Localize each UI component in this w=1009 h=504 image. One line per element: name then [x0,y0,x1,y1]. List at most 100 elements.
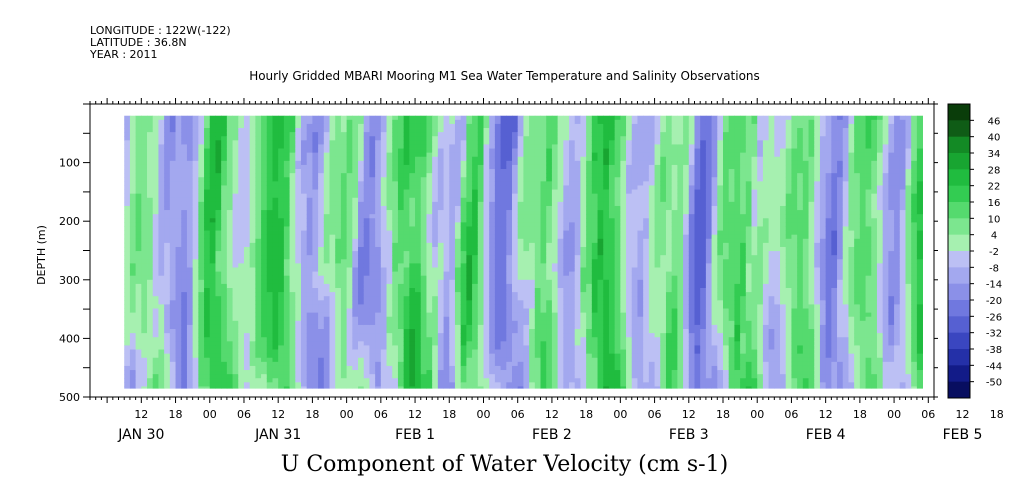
heatmap-cell [323,357,330,363]
heatmap-cell [186,210,194,215]
heatmap-cell [409,353,416,359]
heatmap-cell [426,304,433,309]
heatmap-cell [346,292,353,297]
heatmap-cell [506,378,513,383]
heatmap-cell [221,152,228,158]
heatmap-cell [175,271,182,277]
heatmap-cell [432,320,439,326]
heatmap-cell [454,292,462,297]
heatmap-cell [443,370,450,375]
heatmap-cell [232,169,239,174]
heatmap-cell [403,144,410,149]
heatmap-cell [135,152,142,158]
heatmap-cell [329,169,336,174]
heatmap-cell [329,275,336,281]
heatmap-cell [312,197,319,203]
heatmap-cell [147,226,154,231]
heatmap-cell [181,333,188,338]
heatmap-cell [403,329,410,334]
heatmap-cell [494,259,501,264]
heatmap-cell [129,292,137,297]
heatmap-cell [266,312,273,318]
heatmap-cell [358,312,365,318]
heatmap-cell [460,341,467,346]
heatmap-cell [152,152,159,158]
heatmap-cell [238,201,245,207]
heatmap-cell [312,189,319,195]
heatmap-cell [215,337,222,342]
heatmap-cell [335,279,342,285]
heatmap-cell [506,312,513,318]
heatmap-cell [392,144,399,149]
heatmap-cell [283,271,290,277]
heatmap-cell [141,361,148,367]
heatmap-cell [266,205,273,211]
heatmap-cell [289,160,296,166]
heatmap-cell [289,349,296,355]
heatmap-cell [323,329,330,334]
heatmap-cell [175,304,182,309]
heatmap-cell [397,148,405,154]
heatmap-cell [403,341,410,346]
heatmap-cell [266,218,273,223]
heatmap-cell [301,230,308,236]
heatmap-cell [523,201,530,207]
heatmap-cell [346,337,353,342]
heatmap-cell [318,288,325,293]
heatmap-cell [363,345,370,350]
heatmap-cell [460,308,467,314]
heatmap-cell [204,345,211,350]
heatmap-cell [517,218,524,223]
heatmap-cell [164,300,171,305]
heatmap-cell [323,160,330,166]
heatmap-cell [472,329,479,334]
heatmap-cell [358,156,365,162]
heatmap-cell [169,189,176,195]
heatmap-cell [472,316,479,322]
heatmap-cell [432,382,439,387]
heatmap-cell [483,152,490,158]
heatmap-cell [243,156,251,162]
heatmap-cell [141,148,148,154]
heatmap-cell [312,329,319,334]
heatmap-cell [375,316,382,322]
heatmap-cell [397,169,405,174]
heatmap-cell [306,271,313,277]
heatmap-cell [318,320,325,326]
heatmap-cell [466,304,473,309]
heatmap-cell [261,283,268,289]
heatmap-cell [415,308,422,314]
heatmap-cell [477,123,484,129]
heatmap-cell [232,361,239,367]
heatmap-cell [352,205,359,211]
heatmap-cell [158,337,165,342]
heatmap-cell [386,333,393,338]
heatmap-cell [261,255,268,260]
heatmap-cell [380,329,387,334]
heatmap-cell [272,226,279,231]
heatmap-cell [523,304,530,309]
heatmap-cell [204,123,211,129]
heatmap-cell [147,279,154,285]
heatmap-cell [255,197,262,203]
heatmap-cell [420,259,427,264]
heatmap-cell [517,226,524,231]
heatmap-cell [529,164,536,170]
heatmap-cell [301,386,308,389]
heatmap-cell [186,279,194,285]
heatmap-cell [500,304,507,309]
heatmap-cell [181,255,188,260]
heatmap-cell [181,263,188,268]
heatmap-cell [192,341,199,346]
heatmap-cell [318,365,325,371]
heatmap-cell [534,242,541,248]
heatmap-cell [472,230,479,236]
heatmap-cell [529,365,536,371]
heatmap-cell [472,263,479,268]
heatmap-cell [403,234,410,240]
heatmap-cell [272,246,279,252]
heatmap-cell [443,378,450,383]
heatmap-cell [340,308,348,314]
heatmap-cell [135,259,142,264]
heatmap-cell [283,365,290,371]
